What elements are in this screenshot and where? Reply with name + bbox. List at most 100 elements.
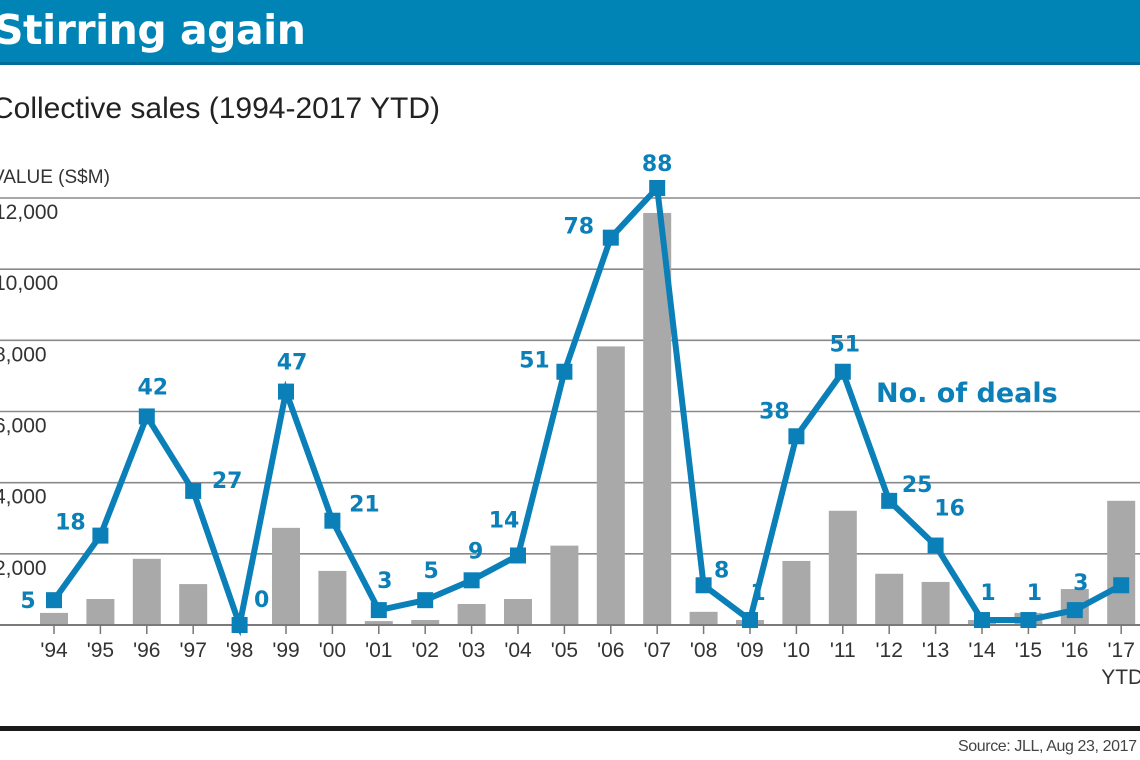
- deals-data-label: 8: [714, 558, 729, 583]
- x-tick-label: '15: [1015, 639, 1042, 662]
- deals-line: [51, 181, 1123, 637]
- deals-data-label: 51: [829, 333, 860, 358]
- chart-title: Stirring again: [0, 6, 306, 54]
- header-band: Stirring again: [0, 0, 1140, 65]
- bar: [411, 620, 440, 625]
- deals-data-label: 0: [254, 588, 269, 613]
- deals-data-label: 1: [980, 581, 995, 606]
- y-tick-label: 6,000: [0, 415, 47, 438]
- deals-data-label: 21: [349, 493, 380, 518]
- y-tick-label: 4,000: [0, 486, 47, 509]
- x-tick-label: '12: [876, 639, 903, 662]
- x-tick-label: '97: [180, 639, 207, 662]
- x-tick-label: '04: [504, 639, 532, 662]
- chart-plot: 2,000 4,000 6,000 8,000 10,000 12,000 '94 '95 '9…: [0, 152, 1140, 689]
- deals-data-label: 16: [934, 497, 965, 522]
- deals-data-label: 5: [20, 589, 35, 614]
- bar: [550, 545, 579, 625]
- bar: [596, 346, 625, 625]
- x-tick-note: YTD: [1101, 666, 1140, 689]
- source-note: Source: JLL, Aug 23, 2017: [958, 738, 1137, 755]
- x-tick-label: '08: [690, 639, 717, 662]
- x-tick-label: '99: [272, 639, 299, 662]
- bar: [132, 558, 161, 625]
- deals-marker: [185, 482, 202, 499]
- x-tick-label: '00: [319, 639, 346, 662]
- x-tick-label: '07: [644, 639, 671, 662]
- deals-marker: [46, 592, 62, 609]
- deals-data-label: 3: [377, 569, 392, 594]
- deals-data-label: 1: [1027, 581, 1042, 606]
- deals-marker: [1066, 602, 1083, 619]
- deals-marker: [974, 612, 990, 629]
- deals-data-label: 78: [563, 215, 594, 240]
- deals-marker: [278, 383, 294, 400]
- bar: [40, 612, 68, 625]
- x-tick-label: '96: [133, 639, 160, 662]
- y-axis-title: VALUE (S$M): [0, 167, 110, 188]
- deals-marker: [927, 537, 944, 554]
- x-tick-label: '03: [458, 639, 485, 662]
- chart-subtitle: Collective sales (1994-2017 YTD): [0, 92, 440, 125]
- deals-marker: [324, 512, 341, 529]
- bar: [504, 599, 532, 625]
- bar: [828, 510, 857, 625]
- series-annotation-deals: No. of deals: [876, 378, 1058, 409]
- bar: [689, 611, 718, 625]
- deals-marker: [788, 428, 805, 445]
- deals-data-label: 25: [902, 473, 933, 498]
- bar: [364, 621, 393, 625]
- deals-data-label: 1: [750, 581, 765, 606]
- deals-data-label: 18: [55, 511, 86, 536]
- x-tick-label: '11: [830, 639, 856, 662]
- bar: [318, 570, 347, 625]
- deals-marker: [370, 602, 387, 619]
- deals-marker: [1113, 577, 1130, 594]
- deals-marker: [510, 547, 526, 564]
- deals-marker: [649, 180, 666, 196]
- x-tick-label: '06: [597, 639, 624, 662]
- bar: [86, 599, 115, 625]
- x-tick-label: '02: [412, 639, 439, 662]
- x-tick-label: '09: [736, 639, 763, 662]
- x-tick-label: '94: [40, 639, 68, 662]
- x-tick-label: '10: [783, 639, 810, 662]
- deals-marker: [742, 612, 758, 629]
- x-tick-label: '13: [922, 639, 949, 662]
- deals-marker: [463, 572, 480, 589]
- bar: [1107, 500, 1136, 625]
- x-tick-label: '95: [87, 639, 114, 662]
- deals-marker: [417, 592, 434, 609]
- deals-marker: [1020, 612, 1037, 629]
- deals-marker: [881, 492, 898, 509]
- bar: [272, 527, 300, 625]
- deals-data-label: 38: [759, 399, 790, 424]
- x-tick-label: '14: [968, 639, 996, 662]
- deals-data-label: 47: [277, 351, 308, 376]
- bar: [875, 573, 904, 625]
- x-tick-label: '01: [365, 639, 392, 662]
- y-tick-label: 12,000: [0, 201, 58, 224]
- y-tick-label: 10,000: [0, 272, 58, 295]
- deals-marker: [834, 363, 851, 380]
- deals-marker: [695, 577, 712, 594]
- bar: [921, 581, 950, 625]
- deals-marker: [138, 408, 155, 425]
- deals-marker: [92, 527, 109, 544]
- deals-marker: [556, 363, 573, 380]
- deals-data-label: 51: [519, 349, 550, 374]
- deals-data-label: 14: [489, 508, 520, 533]
- deals-data-label: 42: [137, 375, 168, 400]
- deals-data-label: 88: [642, 152, 673, 177]
- x-tick-label: '17: [1108, 639, 1135, 662]
- deals-data-label: 5: [424, 559, 439, 584]
- deals-marker: [602, 229, 619, 246]
- deals-data-label: 3: [1073, 571, 1088, 596]
- x-tick-label: '16: [1061, 639, 1088, 662]
- bar: [782, 560, 811, 625]
- deals-marker: [231, 617, 248, 633]
- x-tick-label: '98: [226, 639, 253, 662]
- bottom-rule: [0, 726, 1140, 731]
- y-tick-label: 2,000: [0, 557, 47, 580]
- x-tick-label: '05: [551, 639, 578, 662]
